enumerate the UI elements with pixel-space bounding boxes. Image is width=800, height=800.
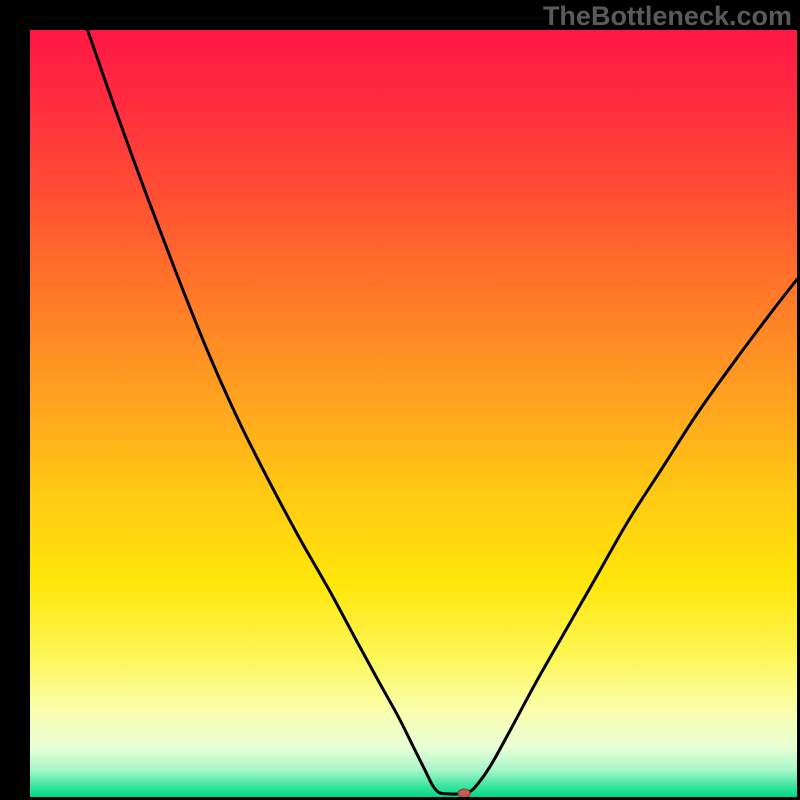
gradient-fill [30, 30, 797, 797]
watermark-text: TheBottleneck.com [543, 1, 792, 32]
chart-svg [30, 30, 797, 797]
min-marker [458, 789, 470, 797]
chart-frame [30, 30, 797, 797]
